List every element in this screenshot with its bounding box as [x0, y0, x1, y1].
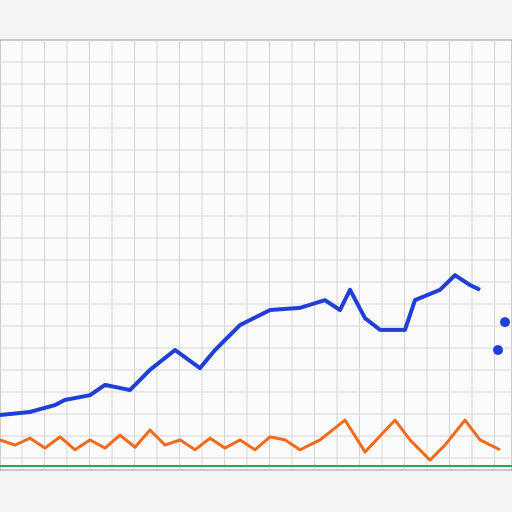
series-line — [0, 418, 501, 462]
grid — [0, 40, 512, 470]
plot-area — [0, 39, 512, 471]
point — [500, 317, 510, 328]
series-line — [0, 273, 481, 417]
marks — [0, 273, 510, 462]
point — [493, 345, 503, 356]
